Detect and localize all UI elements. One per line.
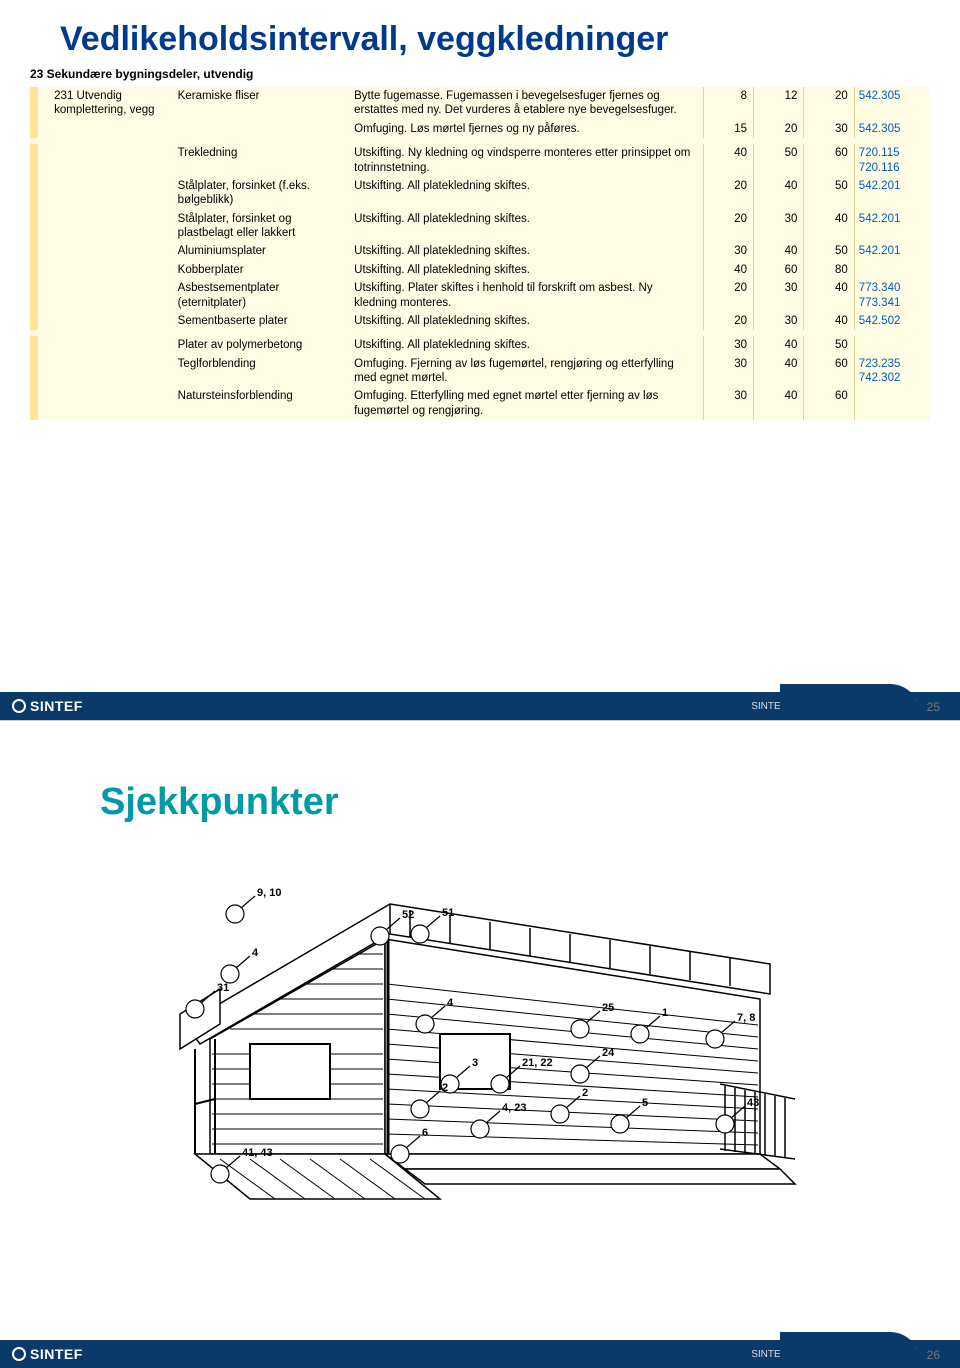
svg-text:52: 52 bbox=[402, 909, 414, 921]
svg-text:3: 3 bbox=[472, 1057, 478, 1069]
table-row: 231 Utvendig komplettering, vegg Keramis… bbox=[30, 87, 930, 120]
svg-text:4, 23: 4, 23 bbox=[502, 1102, 526, 1114]
sintef-logo: SINTEF bbox=[12, 1346, 83, 1362]
slide2-title: Sjekkpunkter bbox=[0, 721, 960, 854]
svg-text:1: 1 bbox=[662, 1007, 668, 1019]
page-number: 26 bbox=[927, 1348, 940, 1362]
svg-text:51: 51 bbox=[442, 907, 454, 919]
svg-text:2: 2 bbox=[442, 1082, 448, 1094]
svg-text:4: 4 bbox=[252, 947, 259, 959]
svg-text:24: 24 bbox=[602, 1047, 615, 1059]
slide1-title: Vedlikeholdsintervall, veggkledninger bbox=[0, 0, 960, 67]
ring-icon bbox=[12, 699, 26, 713]
svg-text:7, 8: 7, 8 bbox=[737, 1012, 755, 1024]
house-diagram: 9, 10 4 31 52 51 4 25 1 7, 8 3 21, 22 24 2 2 4, 23 5 43 6… bbox=[160, 854, 800, 1254]
ring-icon bbox=[12, 1347, 26, 1361]
svg-text:4: 4 bbox=[447, 997, 454, 1009]
svg-text:41, 43: 41, 43 bbox=[242, 1147, 273, 1159]
svg-text:2: 2 bbox=[582, 1087, 588, 1099]
slide-vedlikehold: Vedlikeholdsintervall, veggkledninger 23… bbox=[0, 0, 960, 720]
page-number: 25 bbox=[927, 700, 940, 714]
sintef-logo: SINTEF bbox=[12, 698, 83, 714]
svg-text:5: 5 bbox=[642, 1097, 648, 1109]
svg-text:9, 10: 9, 10 bbox=[257, 887, 281, 899]
footer: SINTEF SINTEF Byggforsk bbox=[0, 692, 960, 720]
svg-text:43: 43 bbox=[747, 1097, 759, 1109]
row-group-label: 231 Utvendig komplettering, vegg bbox=[50, 87, 174, 420]
footer: SINTEF SINTEF Byggforsk bbox=[0, 1340, 960, 1368]
section-heading: 23 Sekundære bygningsdeler, utvendig bbox=[0, 67, 960, 87]
slide-sjekkpunkter: Sjekkpunkter bbox=[0, 721, 960, 1368]
intervals-table: 231 Utvendig komplettering, vegg Keramis… bbox=[0, 87, 960, 420]
svg-text:25: 25 bbox=[602, 1002, 614, 1014]
svg-text:31: 31 bbox=[217, 982, 229, 994]
svg-text:6: 6 bbox=[422, 1127, 428, 1139]
svg-text:21, 22: 21, 22 bbox=[522, 1057, 553, 1069]
